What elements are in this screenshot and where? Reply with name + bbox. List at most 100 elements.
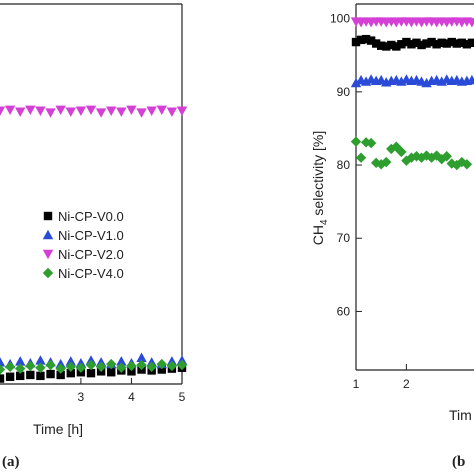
legend-marker-a-0 [43,211,53,221]
point-a-s0-3 [26,370,35,380]
y-tick-label-b-3: 90 [337,85,351,99]
legend-label-a-0: Ni-CP-V0.0 [58,209,124,224]
point-b-s0-7 [387,40,396,50]
x-tick-label-a-2: 5 [179,390,186,404]
point-a-s2-8 [75,106,87,116]
point-b-s3-13 [416,152,427,163]
point-b-s0-9 [397,40,406,49]
point-a-s3-16 [156,358,167,370]
legend-label-a-1: Ni-CP-V1.0 [58,228,124,243]
point-a-s0-1 [5,372,15,381]
y-tick-label-b-2: 80 [337,158,351,172]
panel-label-b: (b [452,454,465,470]
point-b-s1-0 [350,77,362,88]
point-a-s3-3 [25,360,36,372]
point-b-s0-16 [432,40,441,49]
point-a-s3-7 [65,361,76,373]
point-b-s0-21 [457,38,467,47]
point-a-s3-6 [55,363,66,374]
point-b-s0-5 [377,41,386,50]
y-axis-title-rest-b: selectivity [%] [310,131,326,220]
point-b-s0-10 [402,37,411,47]
point-a-s0-9 [86,368,96,378]
x-tick-label-b-0: 1 [353,377,360,391]
legend-label-a-2: Ni-CP-V2.0 [58,247,124,262]
point-a-s2-14 [136,108,147,118]
point-a-s3-1 [4,361,16,373]
point-a-s0-0 [0,374,5,383]
point-b-s1-23 [466,74,474,85]
point-b-s0-22 [462,40,472,49]
point-b-s0-14 [422,39,431,48]
point-a-s2-3 [25,105,36,116]
point-a-s2-10 [95,108,107,118]
point-b-s3-9 [396,146,407,158]
point-a-s1-2 [15,356,26,366]
point-b-s0-3 [366,36,376,45]
point-a-s2-7 [65,107,76,117]
point-a-s2-9 [85,105,97,116]
point-b-s3-1 [355,152,367,163]
point-a-s1-14 [136,352,147,362]
point-b-s3-0 [350,136,362,147]
point-b-s0-4 [371,39,381,48]
point-a-s2-6 [55,105,66,116]
x-axis-title-a: Time [h] [33,421,83,437]
legend-marker-a-3 [42,267,54,279]
point-a-s3-4 [35,362,46,373]
y-axis-title-sub-b: 4 [319,219,330,225]
point-a-s0-11 [107,368,116,377]
x-tick-label-b-1: 2 [403,377,410,391]
x-tick-label-a-0: 3 [78,390,85,404]
point-a-s2-17 [166,107,178,117]
point-a-s3-12 [116,362,127,373]
point-a-s2-18 [176,106,188,116]
panel-a: 3 4 5 Time [h] Ni-CP-V0.0 Ni-CP-V1.0 Ni-CP-V2.… [0,3,188,470]
y-axis-title-b: CH4 selectivity [%] [310,131,330,246]
point-a-s2-13 [126,105,137,116]
point-b-s3-21 [456,156,468,168]
point-b-s0-20 [452,39,461,48]
x-axis-title-b: Tim [449,407,472,423]
legend-marker-a-2 [42,249,54,260]
y-axis-title-main-b: CH [310,225,326,245]
point-b-s0-12 [412,38,421,47]
point-a-s1-0 [0,357,6,367]
point-b-s3-11 [406,152,417,163]
point-a-s2-4 [35,106,46,116]
point-a-s1-12 [116,356,127,366]
point-b-s0-11 [407,40,416,49]
point-b-s0-1 [356,35,366,45]
point-b-s0-19 [447,37,456,47]
point-a-s3-17 [166,360,178,372]
point-a-s3-11 [106,358,117,370]
point-a-s2-0 [0,106,6,116]
point-a-s2-12 [116,107,127,117]
point-a-s0-7 [66,368,75,378]
point-a-s0-6 [56,370,65,380]
x-tick-label-a-1: 4 [128,390,135,404]
legend-label-a-3: Ni-CP-V4.0 [58,266,124,281]
point-a-s3-14 [136,359,147,371]
point-a-s1-4 [35,355,46,365]
point-b-s0-17 [437,38,446,47]
point-b-s0-6 [382,42,391,51]
point-a-s3-10 [95,361,107,373]
point-b-s0-18 [442,39,451,48]
point-b-s3-3 [365,137,377,149]
point-a-s2-2 [15,107,26,117]
y-tick-label-b-1: 70 [337,231,351,245]
point-a-s3-15 [146,361,157,373]
point-a-s3-0 [0,364,6,375]
point-b-s3-18 [441,151,452,162]
point-b-s0-13 [417,40,426,50]
point-a-s1-7 [65,356,76,366]
panel-label-a: (a) [2,454,20,470]
point-a-s3-18 [176,359,188,371]
point-a-s2-5 [45,108,56,118]
legend-marker-a-1 [42,229,54,240]
point-a-s3-9 [85,359,97,371]
point-a-s0-4 [36,371,45,381]
legend-a: Ni-CP-V0.0 Ni-CP-V1.0 Ni-CP-V2.0 Ni-CP-V4.0 [42,209,124,281]
